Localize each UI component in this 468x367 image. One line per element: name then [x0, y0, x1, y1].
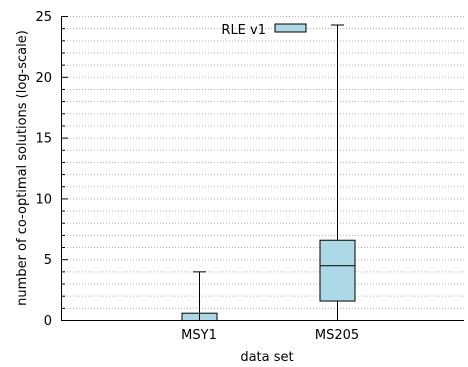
legend-label-rle-v1: RLE v1: [221, 23, 266, 38]
x-tick-label: MS205: [315, 328, 359, 343]
plot-area: [181, 24, 356, 322]
y-tick-label: 20: [35, 71, 52, 86]
box-ms205: [319, 24, 356, 321]
axes: 0 5 10 15 20 25 MSY1 MS205: [35, 10, 464, 343]
legend: RLE v1: [221, 23, 307, 38]
y-tick-label: 15: [35, 132, 52, 147]
y-tick-label: 25: [35, 10, 52, 25]
y-tick-label: 0: [44, 314, 52, 329]
grid-lines: [61, 16, 464, 309]
y-tick-label: 5: [44, 253, 52, 268]
y-axis-label: number of co-optimal solutions (log-scal…: [15, 30, 30, 306]
legend-swatch-rle-v1: [274, 23, 307, 33]
y-tick-label: 10: [35, 192, 52, 207]
x-tick-label: MSY1: [181, 328, 217, 343]
box-iqr: [319, 239, 356, 302]
x-axis-label: data set: [240, 350, 293, 365]
